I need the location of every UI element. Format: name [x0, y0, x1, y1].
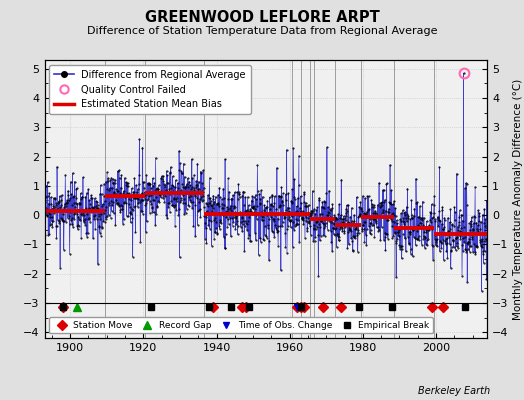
Text: Berkeley Earth: Berkeley Earth [418, 386, 490, 396]
Text: Difference of Station Temperature Data from Regional Average: Difference of Station Temperature Data f… [87, 26, 437, 36]
Text: GREENWOOD LEFLORE ARPT: GREENWOOD LEFLORE ARPT [145, 10, 379, 25]
Y-axis label: Monthly Temperature Anomaly Difference (°C): Monthly Temperature Anomaly Difference (… [513, 78, 523, 320]
Legend: Station Move, Record Gap, Time of Obs. Change, Empirical Break: Station Move, Record Gap, Time of Obs. C… [49, 317, 433, 334]
